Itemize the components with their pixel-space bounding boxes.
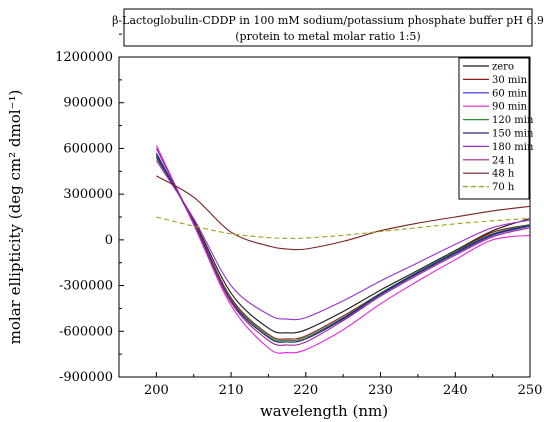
legend-label-7: 24 h	[492, 155, 515, 166]
series-line-0	[155, 157, 531, 334]
y-tick-label-7: 1200000	[55, 50, 113, 65]
legend-label-5: 150 min	[492, 129, 534, 140]
legend-label-0: zero	[492, 62, 514, 73]
x-axis-label: wavelength (nm)	[260, 402, 388, 420]
legend-label-6: 180 min	[492, 142, 534, 153]
legend: zero 30 min 60 min 90 min 120 min 150 min 180 …	[458, 57, 534, 200]
x-tick-label-3: 230	[368, 383, 393, 398]
x-tick-label-5: 250	[518, 383, 543, 398]
x-axis: 200 210 220 230 240 250	[144, 372, 542, 398]
series-line-6	[155, 160, 531, 321]
series-lines	[155, 145, 531, 354]
y-tick-label-5: 600000	[63, 141, 113, 156]
y-tick-label-3: 0	[105, 233, 113, 248]
y-tick-label-4: 300000	[63, 187, 113, 202]
x-tick-label-1: 210	[219, 383, 244, 398]
legend-label-2: 60 min	[492, 88, 528, 99]
series-line-9	[156, 216, 531, 239]
x-tick-label-2: 220	[293, 383, 318, 398]
x-tick-label-0: 200	[144, 383, 169, 398]
series-line-3	[155, 145, 531, 354]
x-tick-label-4: 240	[443, 383, 468, 398]
title-box	[123, 8, 533, 47]
y-tick-label-2: -300000	[59, 279, 113, 294]
series-line-7	[155, 148, 531, 346]
y-tick-label-6: 900000	[63, 96, 113, 111]
title-line-2: (protein to metal molar ratio 1:5)	[235, 30, 420, 43]
series-line-8	[156, 175, 531, 251]
legend-label-4: 120 min	[492, 115, 534, 126]
legend-label-9: 70 h	[492, 182, 515, 193]
legend-label-1: 30 min	[492, 75, 528, 86]
y-axis-label: molar ellipticity (deg cm² dmol⁻¹)	[6, 90, 24, 345]
legend-box	[458, 57, 530, 200]
legend-label-8: 48 h	[492, 169, 515, 180]
title-line-1: β-Lactoglobulin-CDDP in 100 mM sodium/po…	[112, 14, 544, 27]
y-axis: -900000 -600000 -300000 0 300000 600000 900000…	[55, 33, 124, 385]
legend-label-3: 90 min	[492, 102, 528, 113]
chart-title: β-Lactoglobulin-CDDP in 100 mM sodium/po…	[112, 8, 544, 47]
y-tick-label-1: -600000	[59, 324, 113, 339]
y-tick-label-0: -900000	[59, 370, 113, 385]
